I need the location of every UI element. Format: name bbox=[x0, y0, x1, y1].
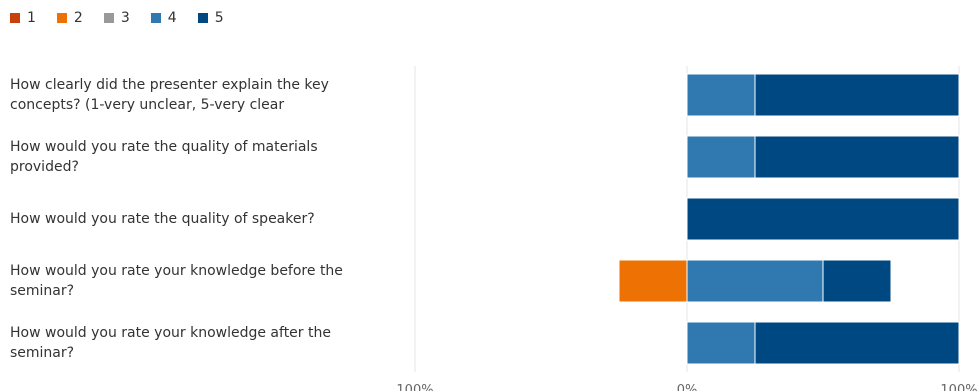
legend-label: 2 bbox=[73, 10, 83, 26]
question-label: How would you rate the quality of speake… bbox=[10, 211, 315, 227]
bar-segment-4[interactable] bbox=[686, 259, 824, 303]
bar-segment-5[interactable] bbox=[754, 73, 960, 117]
legend-label: 5 bbox=[214, 10, 224, 26]
bar-segment-4[interactable] bbox=[686, 321, 756, 365]
legend-item-5[interactable]: 5 bbox=[197, 10, 224, 26]
legend: 1 2 3 4 5 bbox=[10, 10, 245, 26]
legend-swatch bbox=[56, 13, 67, 23]
legend-swatch bbox=[10, 13, 20, 23]
question-label: How would you rate your knowledge after … bbox=[10, 325, 331, 361]
bar-segment-2[interactable] bbox=[618, 259, 688, 303]
legend-label: 3 bbox=[120, 10, 130, 26]
bar-segment-4[interactable] bbox=[686, 73, 756, 117]
bar-segment-4[interactable] bbox=[686, 135, 756, 179]
question-label: How clearly did the presenter explain th… bbox=[10, 77, 329, 113]
question-label: How would you rate the quality of materi… bbox=[10, 139, 318, 175]
legend-swatch bbox=[197, 13, 208, 23]
legend-swatch bbox=[150, 13, 161, 23]
bar-segment-5[interactable] bbox=[686, 197, 960, 241]
question-label: How would you rate your knowledge before… bbox=[10, 263, 343, 299]
bar-segment-5[interactable] bbox=[822, 259, 892, 303]
legend-item-2[interactable]: 2 bbox=[56, 10, 83, 26]
legend-swatch bbox=[103, 13, 114, 23]
x-tick-label: 100% bbox=[396, 383, 433, 391]
x-tick-label: 0% bbox=[677, 383, 698, 391]
bar-segment-5[interactable] bbox=[754, 135, 960, 179]
x-tick-label: 100% bbox=[940, 383, 977, 391]
legend-label: 4 bbox=[167, 10, 177, 26]
legend-label: 1 bbox=[27, 10, 36, 26]
legend-item-3[interactable]: 3 bbox=[103, 10, 130, 26]
legend-item-1[interactable]: 1 bbox=[10, 10, 36, 26]
bar-segment-5[interactable] bbox=[754, 321, 960, 365]
legend-item-4[interactable]: 4 bbox=[150, 10, 177, 26]
